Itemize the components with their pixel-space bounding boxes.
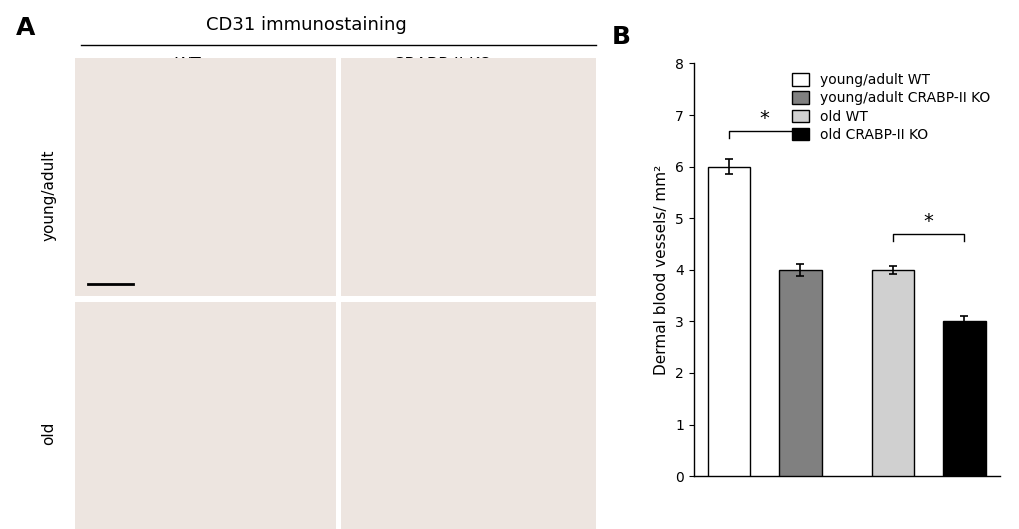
Y-axis label: Dermal blood vessels/ mm²: Dermal blood vessels/ mm² bbox=[654, 165, 668, 375]
Text: CRABP-II KO: CRABP-II KO bbox=[392, 56, 491, 74]
Text: old: old bbox=[41, 422, 56, 445]
Text: WT: WT bbox=[174, 56, 201, 74]
Text: *: * bbox=[923, 212, 932, 231]
Bar bbox=[707, 167, 750, 476]
Text: A: A bbox=[16, 16, 36, 40]
Text: *: * bbox=[759, 109, 768, 128]
Bar bbox=[779, 270, 821, 476]
Legend: young/adult WT, young/adult CRABP-II KO, old WT, old CRABP-II KO: young/adult WT, young/adult CRABP-II KO,… bbox=[789, 70, 991, 144]
Text: CD31 immunostaining: CD31 immunostaining bbox=[206, 16, 406, 34]
Text: B: B bbox=[611, 25, 631, 49]
Bar bbox=[942, 321, 984, 476]
Text: young/adult: young/adult bbox=[41, 150, 56, 241]
Bar bbox=[870, 270, 913, 476]
